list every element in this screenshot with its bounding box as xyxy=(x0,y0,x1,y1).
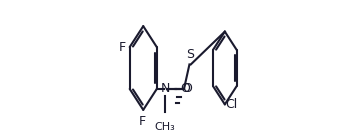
Text: Cl: Cl xyxy=(226,98,238,111)
Text: S: S xyxy=(186,48,194,61)
Text: O: O xyxy=(183,82,193,95)
Text: N: N xyxy=(160,82,170,95)
Text: CH₃: CH₃ xyxy=(155,122,175,132)
Text: O: O xyxy=(181,82,190,95)
Text: F: F xyxy=(119,41,126,54)
Text: F: F xyxy=(138,115,146,128)
